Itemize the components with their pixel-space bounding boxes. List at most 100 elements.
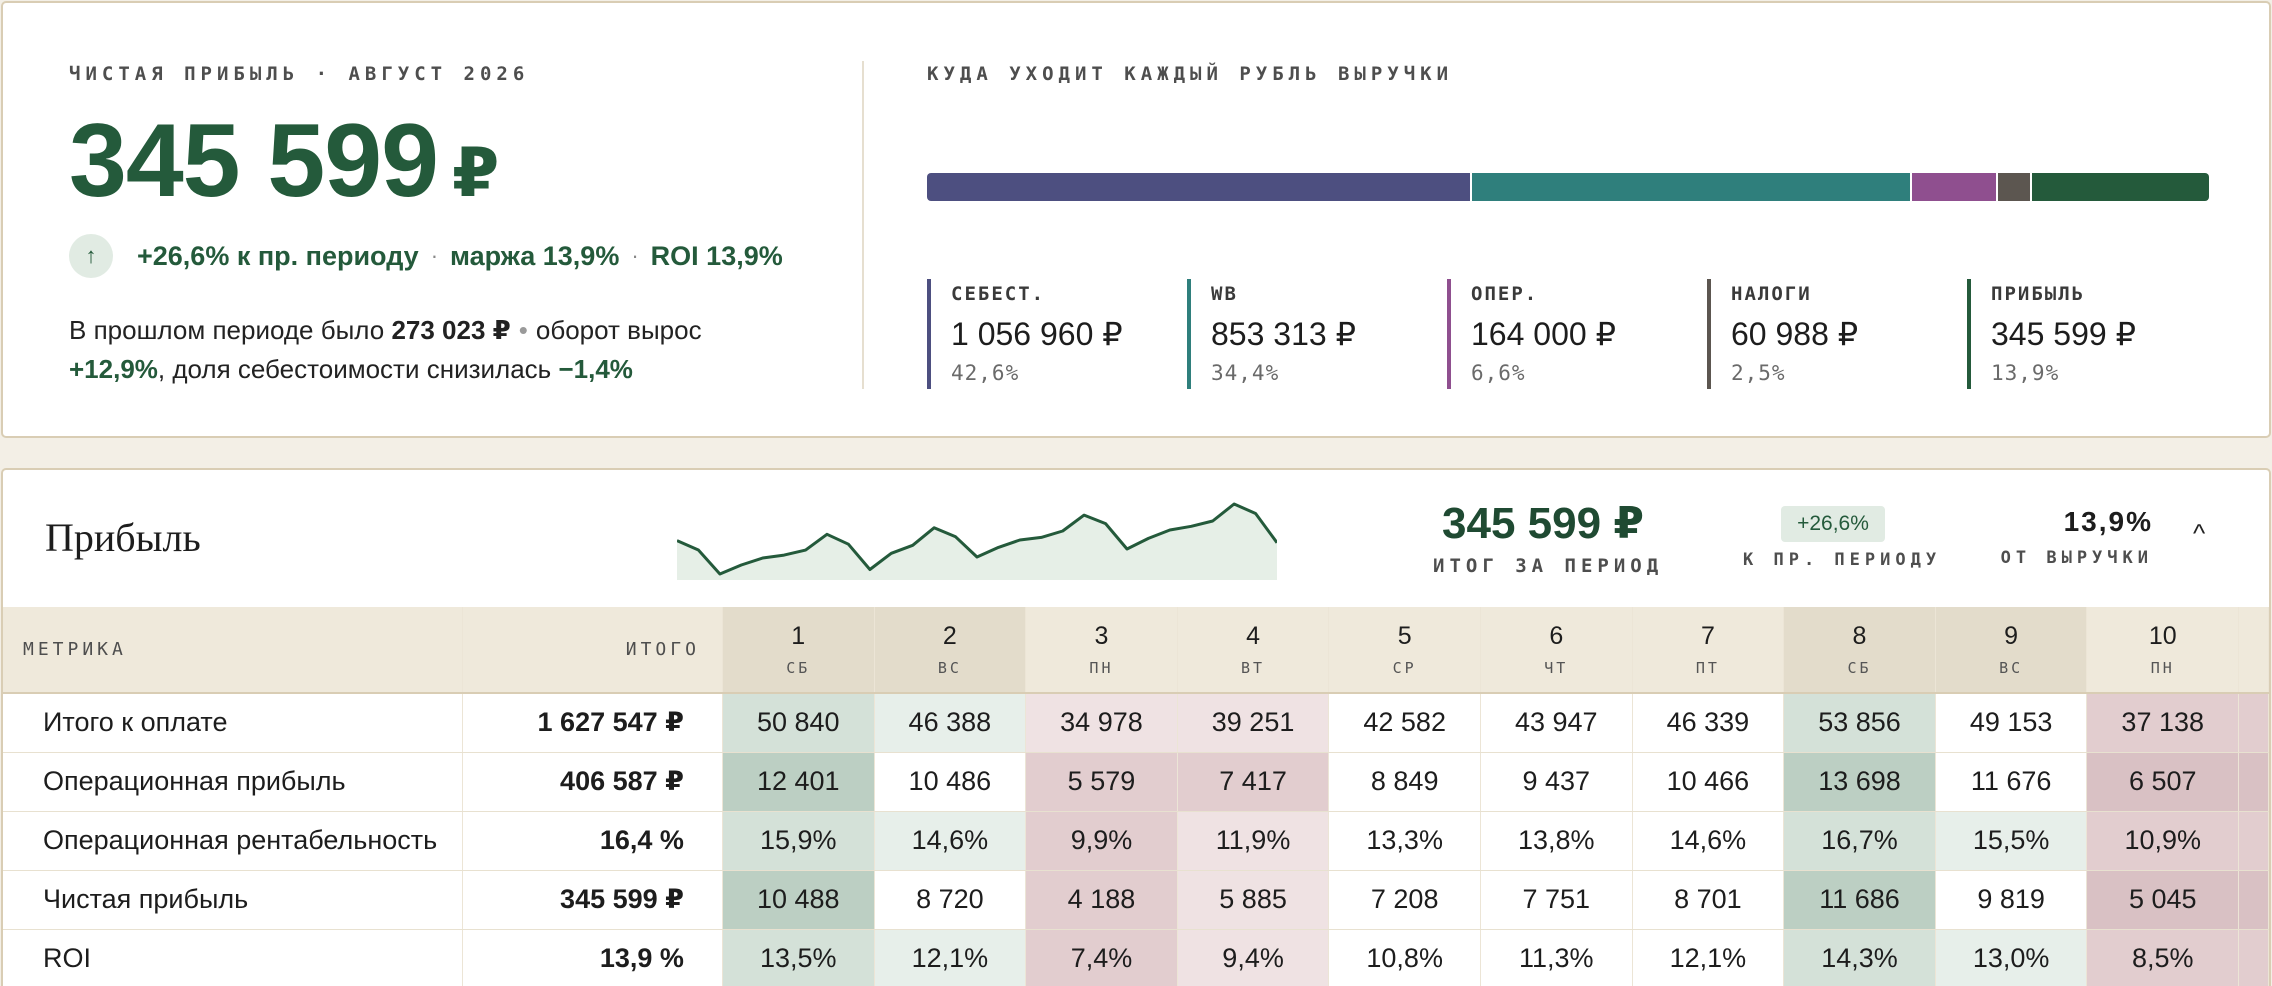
day-value-cell: 10,9% — [2086, 811, 2240, 871]
day-value-cell: 13,8% — [1480, 811, 1633, 871]
day-value-cell: 9,4% — [1177, 929, 1330, 986]
overflow-column-header — [2238, 607, 2269, 694]
metric-total: 406 587 ₽ — [462, 752, 723, 812]
metric-column-header[interactable]: МЕТРИКА — [3, 607, 464, 694]
period-total-value: 345 599 ₽ — [1442, 499, 1644, 548]
distribution-bar — [927, 173, 2209, 201]
day-number: 2 — [942, 622, 957, 650]
table-row[interactable]: Операционная прибыль 406 587 ₽12 401 10 48… — [3, 752, 2269, 812]
profit-section: Прибыль 345 599 ₽ ИТОГ ЗА ПЕРИОД +26,6% … — [1, 468, 2271, 986]
distribution-segment — [1998, 173, 2030, 201]
distribution-item-pct: 2,5% — [1731, 361, 1786, 385]
day-number: 9 — [2004, 622, 2019, 650]
kpi-currency: ₽ — [451, 135, 499, 211]
metric-total: 345 599 ₽ — [462, 870, 723, 930]
kpi-description: В прошлом периоде было 273 023 ₽ • оборот … — [69, 311, 829, 389]
day-number: 3 — [1094, 622, 1109, 650]
day-value-cell: 43 947 — [1480, 693, 1633, 753]
metric-total: 13,9 % — [462, 929, 723, 986]
day-value-cell: 9 819 — [1935, 870, 2088, 930]
distribution-item-label: WB — [1211, 283, 1238, 305]
distribution-segment — [927, 173, 1470, 201]
metric-name: Чистая прибыль — [3, 870, 464, 930]
day-value-cell: 37 138 — [2086, 693, 2240, 753]
day-value-cell: 7 208 — [1328, 870, 1481, 930]
distribution-item: НАЛОГИ 60 988 ₽ 2,5% — [1707, 279, 1957, 389]
revenue-share-label: ОТ ВЫРУЧКИ — [2000, 548, 2153, 568]
day-value-cell: 8,5% — [2086, 929, 2240, 986]
day-value-cell: 12,1% — [874, 929, 1027, 986]
day-value-cell: 8 720 — [874, 870, 1027, 930]
overflow-cell — [2238, 693, 2269, 753]
table-row[interactable]: Чистая прибыль 345 599 ₽10 488 8 720 4 188 5… — [3, 870, 2269, 930]
distribution-item-label: ОПЕР. — [1471, 283, 1539, 305]
day-column-header[interactable]: 1 СБ — [722, 607, 875, 694]
day-column-header[interactable]: 3 ПН — [1025, 607, 1178, 694]
distribution-item: ПРИБЫЛЬ 345 599 ₽ 13,9% — [1967, 279, 2217, 389]
day-value-cell: 14,6% — [874, 811, 1027, 871]
collapse-chevron-icon[interactable]: ^ — [2193, 518, 2206, 548]
day-column-header[interactable]: 6 ЧТ — [1480, 607, 1633, 694]
desc-turnover: оборот вырос — [535, 315, 702, 345]
revenue-share-value: 13,9% — [2063, 506, 2153, 537]
distribution-item-value: 1 056 960 ₽ — [951, 316, 1123, 352]
day-column-header[interactable]: 5 СР — [1328, 607, 1481, 694]
section-title: Прибыль — [45, 515, 201, 560]
period-total: 345 599 ₽ ИТОГ ЗА ПЕРИОД — [1433, 498, 1664, 577]
metric-name: Операционная прибыль — [3, 752, 464, 812]
day-of-week: ПН — [2150, 659, 2175, 677]
kpi-amount: 345 599 — [69, 103, 439, 219]
day-value-cell: 12,1% — [1632, 929, 1785, 986]
total-column-header[interactable]: ИТОГО — [462, 607, 723, 694]
day-of-week: ПТ — [1695, 659, 1720, 677]
day-value-cell: 39 251 — [1177, 693, 1330, 753]
day-value-cell: 12 401 — [722, 752, 875, 812]
day-column-header[interactable]: 2 ВС — [874, 607, 1027, 694]
day-number: 6 — [1549, 622, 1564, 650]
kpi-value: 345 599 ₽ — [69, 99, 499, 235]
table-row[interactable]: ROI 13,9 % 13,5% 12,1% 7,4% 9,4% 10,8% 11,3% 12,… — [3, 929, 2269, 986]
day-column-header[interactable]: 9 ВС — [1935, 607, 2088, 694]
day-of-week: ВТ — [1241, 659, 1266, 677]
kpi-delta: +26,6% к пр. периоду — [137, 240, 419, 271]
day-value-cell: 7 751 — [1480, 870, 1633, 930]
table-row[interactable]: Итого к оплате 1 627 547 ₽50 840 46 388 34 … — [3, 693, 2269, 753]
distribution-item-pct: 42,6% — [951, 361, 1020, 385]
desc-cost: , доля себестоимости снизилась — [157, 354, 552, 384]
turnover-delta: +12,9% — [69, 354, 158, 384]
day-column-header[interactable]: 7 ПТ — [1632, 607, 1785, 694]
day-value-cell: 53 856 — [1783, 693, 1936, 753]
distribution-item-value: 60 988 ₽ — [1731, 316, 1859, 352]
day-value-cell: 15,5% — [1935, 811, 2088, 871]
profit-sparkline — [677, 502, 1277, 580]
day-value-cell: 5 045 — [2086, 870, 2240, 930]
period-total-label: ИТОГ ЗА ПЕРИОД — [1433, 555, 1664, 577]
table-row[interactable]: Операционная рентабельность 16,4 % 15,9% 14… — [3, 811, 2269, 871]
period-delta: +26,6% К ПР. ПЕРИОДУ — [1743, 506, 1942, 570]
day-value-cell: 8 849 — [1328, 752, 1481, 812]
separator-dot: · — [631, 243, 639, 268]
delta-label: К ПР. ПЕРИОДУ — [1743, 550, 1942, 570]
distribution-item-value: 164 000 ₽ — [1471, 316, 1616, 352]
day-value-cell: 13,5% — [722, 929, 875, 986]
day-value-cell: 13,3% — [1328, 811, 1481, 871]
day-column-header[interactable]: 8 СБ — [1783, 607, 1936, 694]
desc-prefix: В прошлом периоде было — [69, 315, 385, 345]
day-value-cell: 11 686 — [1783, 870, 1936, 930]
metric-name: ROI — [3, 929, 464, 986]
sparkline-area — [677, 504, 1277, 580]
overflow-cell — [2238, 870, 2269, 930]
day-value-cell: 46 388 — [874, 693, 1027, 753]
day-value-cell: 49 153 — [1935, 693, 2088, 753]
day-column-header[interactable]: 4 ВТ — [1177, 607, 1330, 694]
day-column-header[interactable]: 10 ПН — [2086, 607, 2240, 694]
day-of-week: ПН — [1089, 659, 1114, 677]
day-value-cell: 34 978 — [1025, 693, 1178, 753]
day-value-cell: 10 486 — [874, 752, 1027, 812]
day-value-cell: 11,3% — [1480, 929, 1633, 986]
kpi-roi: ROI 13,9% — [650, 240, 783, 271]
day-of-week: СБ — [786, 659, 811, 677]
distribution-item-pct: 34,4% — [1211, 361, 1280, 385]
distribution-item: СЕБЕСТ. 1 056 960 ₽ 42,6% — [927, 279, 1177, 389]
prev-value: 273 023 ₽ — [391, 315, 511, 345]
